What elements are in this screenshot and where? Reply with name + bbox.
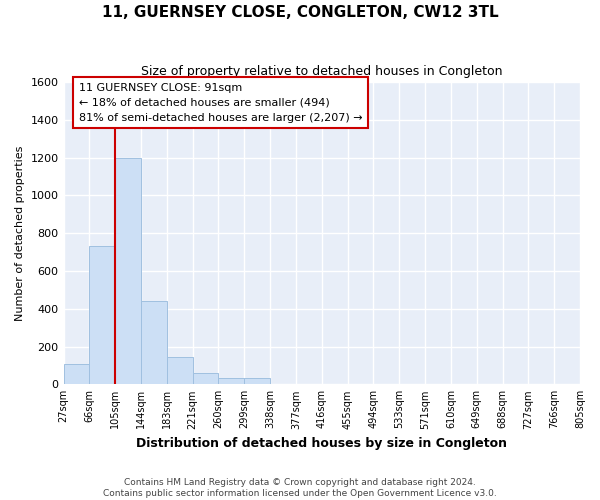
Bar [244,378,270,384]
Title: Size of property relative to detached houses in Congleton: Size of property relative to detached ho… [141,65,503,78]
Bar [167,357,193,384]
Bar [115,158,141,384]
X-axis label: Distribution of detached houses by size in Congleton: Distribution of detached houses by size … [136,437,507,450]
Text: 11, GUERNSEY CLOSE, CONGLETON, CW12 3TL: 11, GUERNSEY CLOSE, CONGLETON, CW12 3TL [101,5,499,20]
Bar [141,301,167,384]
Y-axis label: Number of detached properties: Number of detached properties [15,146,25,321]
Bar [193,373,218,384]
Text: Contains HM Land Registry data © Crown copyright and database right 2024.
Contai: Contains HM Land Registry data © Crown c… [103,478,497,498]
Bar [89,246,115,384]
Bar [64,364,89,384]
Text: 11 GUERNSEY CLOSE: 91sqm
← 18% of detached houses are smaller (494)
81% of semi-: 11 GUERNSEY CLOSE: 91sqm ← 18% of detach… [79,83,362,122]
Bar [218,378,244,384]
